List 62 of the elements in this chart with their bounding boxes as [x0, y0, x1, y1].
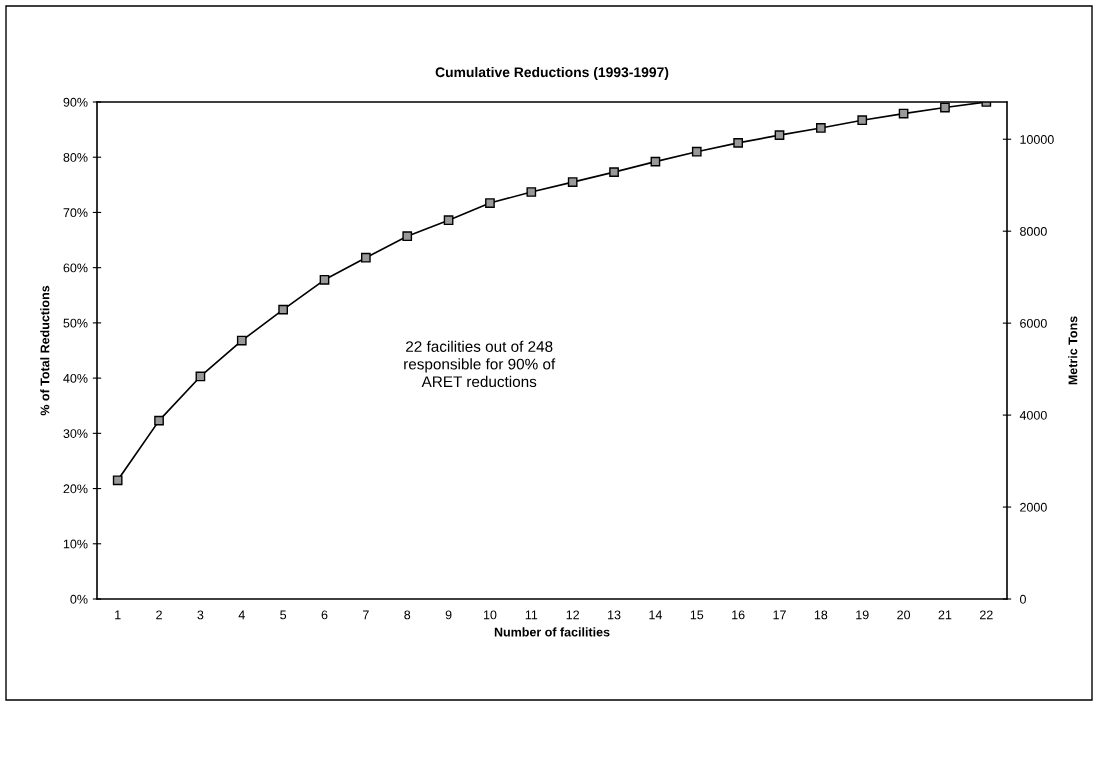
x-tick-label: 5	[280, 610, 287, 620]
y-tick-label: 90%	[63, 97, 88, 107]
point	[733, 138, 743, 148]
x-tick-label: 22	[980, 610, 993, 620]
point	[443, 215, 454, 226]
point	[774, 130, 785, 140]
y-tick-label: 10%	[63, 539, 88, 549]
x-tick-label: 18	[814, 610, 828, 620]
x-tick-label: 21	[938, 610, 952, 620]
x-tick-label: 4	[238, 610, 245, 620]
y-tick-label: 50%	[63, 318, 88, 328]
y-tick-label: 20%	[63, 484, 88, 494]
x-tick-label: 14	[649, 610, 662, 620]
y2-tick-label: 4000	[1019, 410, 1047, 420]
x-tick-label: 13	[608, 610, 621, 620]
y-tick-label: 40%	[63, 373, 88, 383]
y-tick-label: 80%	[63, 153, 88, 162]
y2-tick-label: 2000	[1020, 502, 1047, 512]
point	[154, 415, 164, 426]
x-tick-label: 10	[483, 610, 497, 620]
x-tick-label: 6	[321, 610, 328, 620]
y-tick-label: 30%	[63, 429, 88, 438]
point	[402, 231, 413, 242]
point	[361, 252, 371, 263]
point	[650, 156, 661, 167]
x-tick-label: 1	[115, 610, 121, 620]
x-tick-label: 19	[856, 610, 869, 620]
x-tick-label: 20	[897, 610, 911, 620]
y-tick-label: 70%	[63, 208, 88, 218]
x-axis-title: Number of facilities	[494, 627, 610, 637]
point	[816, 123, 826, 133]
y-tick-label: 0%	[70, 594, 88, 604]
y2-tick-label: 10000	[1020, 135, 1054, 144]
point	[609, 167, 619, 177]
x-tick-label: 8	[404, 610, 411, 620]
point	[526, 187, 537, 197]
point	[940, 102, 950, 113]
x-tick-label: 9	[445, 610, 452, 620]
x-tick-label: 11	[525, 610, 538, 620]
y2-tick-label: 8000	[1020, 226, 1047, 236]
x-tick-label: 3	[197, 610, 204, 620]
point	[857, 115, 868, 126]
y2-tick-label: 0	[1019, 594, 1026, 604]
x-tick-label: 2	[156, 610, 162, 620]
y-tick-label: 60%	[63, 263, 88, 273]
x-tick-label: 7	[363, 610, 369, 620]
point	[112, 475, 123, 486]
y2-tick-label: 6000	[1020, 318, 1047, 328]
point	[485, 198, 495, 208]
y2-axis-title: Metric Tons	[1068, 316, 1078, 385]
y-axis-title: % of Total Reductions	[40, 285, 50, 416]
x-tick-label: 17	[773, 610, 786, 620]
point	[691, 146, 702, 157]
x-tick-label: 16	[732, 610, 745, 620]
chart-title: Cumulative Reductions (1993-1997)	[435, 66, 669, 80]
point	[278, 304, 288, 315]
point	[567, 177, 578, 187]
x-tick-label: 12	[566, 610, 580, 620]
point	[319, 274, 330, 285]
annotation: 22 facilities out of 248 responsible for 90% of ARET reductions	[404, 340, 556, 388]
x-tick-label: 15	[690, 610, 704, 620]
point	[236, 335, 247, 346]
